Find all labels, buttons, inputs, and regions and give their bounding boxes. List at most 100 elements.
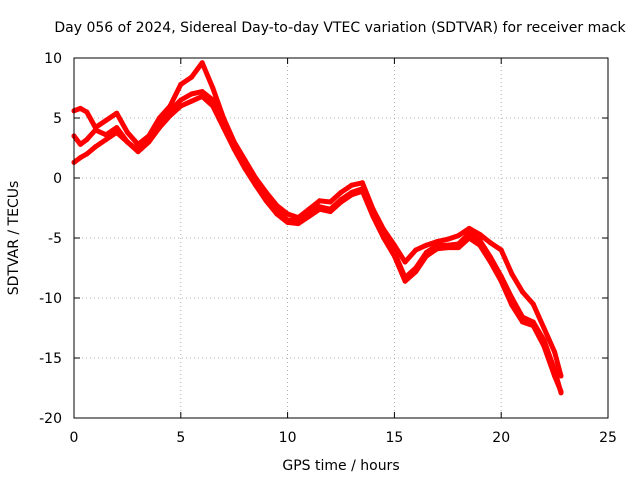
data-point: [114, 125, 120, 131]
series-track-c: [71, 93, 564, 395]
data-point: [413, 269, 419, 275]
data-point: [349, 182, 355, 188]
data-point: [558, 373, 564, 379]
data-point: [466, 230, 472, 236]
data-point: [541, 343, 547, 349]
data-point: [199, 89, 205, 95]
data-point: [413, 247, 419, 253]
data-point: [498, 247, 504, 253]
data-point: [124, 129, 130, 135]
data-point: [274, 211, 280, 217]
data-point: [455, 233, 461, 239]
data-point: [423, 242, 429, 248]
data-point: [466, 235, 472, 241]
x-axis-ticks: 0 5 10 15 20 25: [70, 58, 617, 446]
data-point: [381, 235, 387, 241]
data-point: [402, 259, 408, 265]
x-tick-label: 10: [279, 430, 297, 446]
data-point: [530, 323, 536, 329]
x-tick-label: 25: [599, 430, 617, 446]
data-point: [77, 105, 83, 111]
x-tick-label: 0: [70, 430, 79, 446]
data-point: [370, 213, 376, 219]
y-tick-label: 5: [53, 111, 62, 127]
data-point: [103, 117, 109, 123]
data-point: [552, 373, 558, 379]
chart-title: Day 056 of 2024, Sidereal Day-to-day VTE…: [54, 20, 626, 36]
data-point: [317, 198, 323, 204]
x-axis-label: GPS time / hours: [282, 458, 399, 474]
data-point: [391, 253, 397, 259]
data-point: [359, 180, 365, 186]
y-tick-label: -5: [48, 231, 62, 247]
data-point: [231, 146, 237, 152]
data-point: [167, 113, 173, 119]
data-point: [188, 74, 194, 80]
data-point: [103, 137, 109, 143]
data-point: [477, 231, 483, 237]
data-point: [188, 98, 194, 104]
data-point: [253, 182, 259, 188]
data-point: [445, 245, 451, 251]
data-point: [295, 221, 301, 227]
data-point: [178, 81, 184, 87]
data-point: [84, 151, 90, 157]
y-axis-ticks: -20 -15 -10 -5 0 5 10: [39, 51, 608, 427]
data-point: [317, 206, 323, 212]
data-point: [84, 137, 90, 143]
data-point: [114, 129, 120, 135]
data-point: [488, 259, 494, 265]
y-tick-label: 0: [53, 171, 62, 187]
data-point: [488, 240, 494, 246]
y-tick-label: -10: [39, 291, 62, 307]
data-point: [552, 349, 558, 355]
data-point: [402, 278, 408, 284]
y-tick-label: -15: [39, 351, 62, 367]
data-point: [285, 211, 291, 217]
data-point: [466, 225, 472, 231]
data-point: [221, 125, 227, 131]
data-point: [199, 93, 205, 99]
y-axis-label: SDTVAR / TECUs: [6, 181, 22, 296]
data-point: [199, 60, 205, 66]
data-point: [306, 213, 312, 219]
data-point: [338, 189, 344, 195]
data-point: [359, 188, 365, 194]
y-tick-label: -20: [39, 411, 62, 427]
data-point: [530, 301, 536, 307]
data-point: [434, 246, 440, 252]
data-point: [92, 127, 98, 133]
data-point: [327, 209, 333, 215]
data-point: [210, 85, 216, 91]
data-point: [84, 109, 90, 115]
data-point: [285, 219, 291, 225]
data-point: [210, 103, 216, 109]
data-point: [327, 199, 333, 205]
x-tick-label: 20: [492, 430, 510, 446]
x-tick-label: 5: [176, 430, 185, 446]
data-point: [509, 271, 515, 277]
data-point: [146, 139, 152, 145]
gridlines: [74, 58, 608, 418]
data-point: [77, 155, 83, 161]
plot-frame: [73, 57, 609, 419]
data-point: [445, 236, 451, 242]
data-point: [135, 149, 141, 155]
data-point: [509, 302, 515, 308]
data-point: [558, 389, 564, 395]
data-series: [71, 60, 564, 396]
data-point: [77, 141, 83, 147]
data-point: [455, 245, 461, 251]
data-point: [338, 199, 344, 205]
series-track-a: [71, 60, 564, 379]
data-point: [124, 139, 130, 145]
data-point: [188, 91, 194, 97]
data-point: [263, 198, 269, 204]
data-point: [114, 110, 120, 116]
series-line: [71, 60, 564, 379]
data-point: [92, 144, 98, 150]
data-point: [156, 125, 162, 131]
data-point: [178, 97, 184, 103]
data-point: [242, 165, 248, 171]
